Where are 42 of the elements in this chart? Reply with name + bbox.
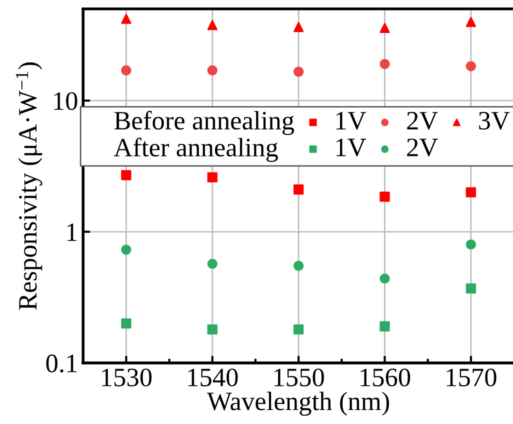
point: [293, 324, 304, 335]
point: [466, 61, 476, 72]
legend-label: 2V: [407, 112, 438, 130]
point: [293, 66, 304, 77]
annotation: After annealing: [114, 138, 278, 162]
y-tick-label: 1: [67, 224, 77, 241]
point: [207, 324, 218, 335]
point: [380, 22, 390, 34]
point: [293, 22, 304, 32]
annotation: Before annealing: [114, 110, 294, 136]
point: [466, 283, 476, 294]
legend-label: 1V: [336, 112, 366, 130]
point: [121, 318, 132, 329]
point: [121, 170, 132, 180]
point: [207, 65, 218, 76]
point: [293, 260, 304, 271]
point: [121, 244, 132, 255]
x-tick-label: 1540: [188, 368, 238, 386]
y-axis-title: Responsivity (μA·W$^{−1}$): [16, 62, 42, 310]
point: [121, 14, 132, 24]
point: [121, 65, 132, 76]
x-axis-title: Wavelength (nm): [206, 392, 390, 416]
x-tick-label: 1550: [274, 368, 324, 386]
point: [466, 16, 476, 27]
point: [466, 239, 476, 250]
point: [380, 192, 390, 202]
point: [380, 273, 390, 284]
point: [207, 20, 218, 30]
point: [380, 58, 390, 70]
legend-label: 2V: [407, 138, 438, 156]
x-tick-label: 1570: [446, 368, 496, 386]
legend-label: 1V: [336, 138, 366, 156]
legend-label: 3V: [479, 112, 510, 130]
x-tick-label: 1530: [102, 368, 152, 386]
y-tick-label: 10: [54, 92, 78, 110]
point: [380, 321, 390, 332]
point: [207, 258, 218, 269]
point: [207, 172, 218, 182]
x-tick-label: 1560: [360, 368, 410, 386]
point: [293, 184, 304, 195]
y-tick-label: 0.1: [46, 354, 77, 372]
point: [466, 187, 476, 198]
